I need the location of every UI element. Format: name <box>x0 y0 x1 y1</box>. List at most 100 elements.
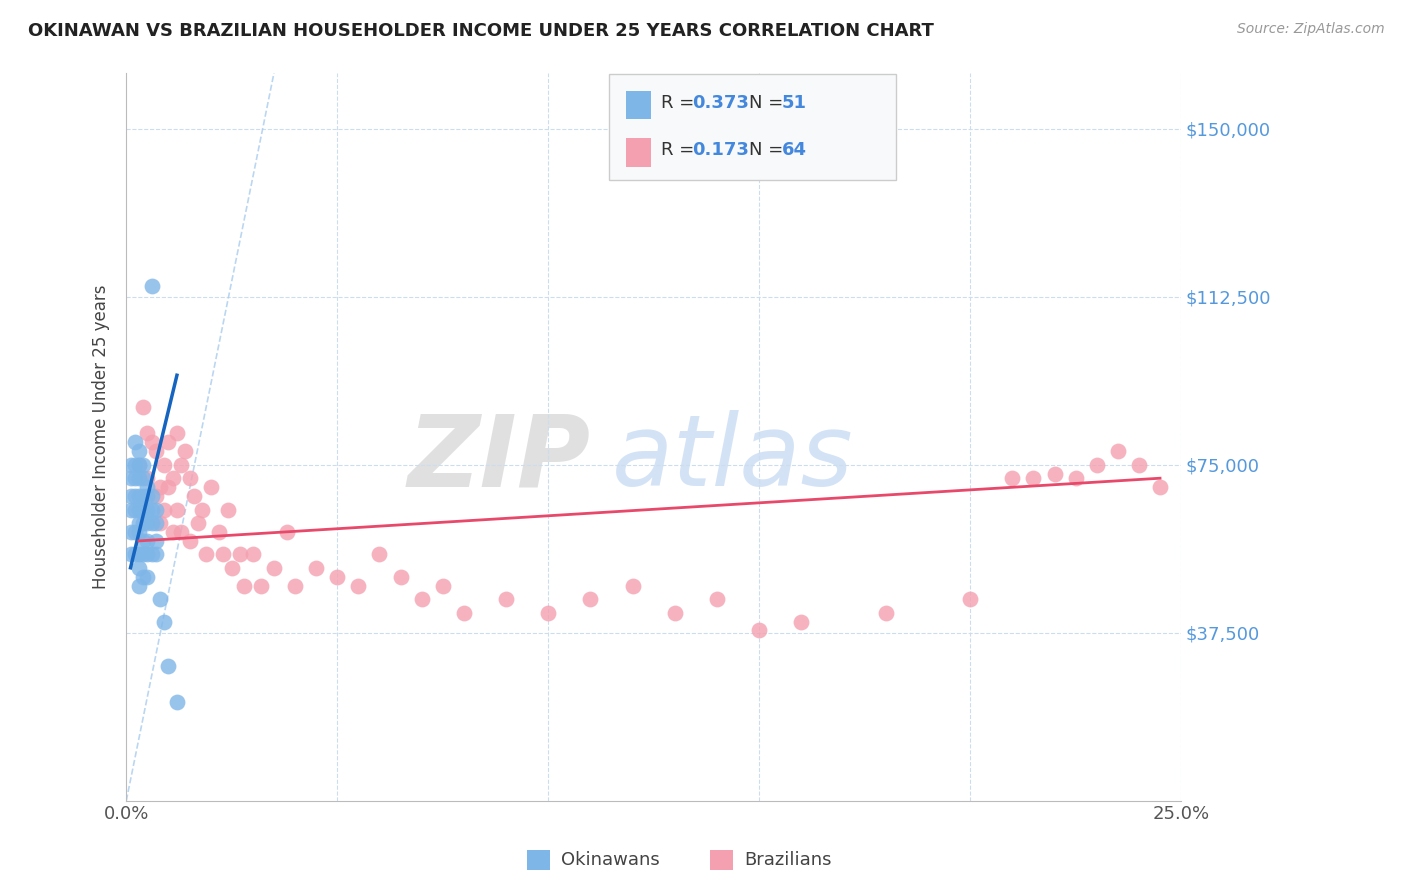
Point <box>145 516 167 530</box>
Point <box>157 480 180 494</box>
Point <box>128 471 150 485</box>
Point <box>145 444 167 458</box>
Point <box>124 435 146 450</box>
Point <box>166 502 188 516</box>
Point <box>149 592 172 607</box>
Point <box>120 489 142 503</box>
Point <box>124 524 146 539</box>
Point <box>1149 480 1171 494</box>
Point <box>347 579 370 593</box>
Point <box>959 592 981 607</box>
Point <box>157 659 180 673</box>
Point <box>136 502 159 516</box>
Point <box>145 489 167 503</box>
Point <box>132 471 155 485</box>
Text: 64: 64 <box>782 142 807 160</box>
Point <box>141 516 163 530</box>
Point <box>128 444 150 458</box>
Text: 51: 51 <box>782 95 807 112</box>
Point <box>1085 458 1108 472</box>
Text: atlas: atlas <box>612 410 853 508</box>
Point <box>191 502 214 516</box>
Text: OKINAWAN VS BRAZILIAN HOUSEHOLDER INCOME UNDER 25 YEARS CORRELATION CHART: OKINAWAN VS BRAZILIAN HOUSEHOLDER INCOME… <box>28 22 934 40</box>
Point <box>187 516 209 530</box>
Point <box>1022 471 1045 485</box>
Point <box>132 502 155 516</box>
Point <box>120 502 142 516</box>
Point <box>153 502 176 516</box>
Point <box>128 547 150 561</box>
Point <box>166 426 188 441</box>
Point <box>453 606 475 620</box>
Point <box>128 561 150 575</box>
Point <box>124 458 146 472</box>
Point <box>411 592 433 607</box>
Point <box>212 547 235 561</box>
Point <box>183 489 205 503</box>
Point <box>284 579 307 593</box>
Point <box>179 533 201 548</box>
Point <box>233 579 256 593</box>
Point <box>1064 471 1087 485</box>
Point <box>153 458 176 472</box>
Point <box>141 547 163 561</box>
Point <box>1001 471 1024 485</box>
Point <box>124 547 146 561</box>
Point <box>145 547 167 561</box>
Point <box>748 624 770 638</box>
Point <box>1043 467 1066 481</box>
Point <box>263 561 285 575</box>
Point <box>621 579 644 593</box>
Point <box>132 533 155 548</box>
Text: Brazilians: Brazilians <box>744 851 831 869</box>
Text: 0.373: 0.373 <box>692 95 748 112</box>
Point <box>128 458 150 472</box>
Y-axis label: Householder Income Under 25 years: Householder Income Under 25 years <box>93 285 110 589</box>
Point <box>128 524 150 539</box>
Point <box>179 471 201 485</box>
Point <box>128 502 150 516</box>
Point <box>141 502 163 516</box>
Point <box>208 524 231 539</box>
Point <box>128 489 150 503</box>
Point <box>170 524 193 539</box>
Point <box>664 606 686 620</box>
Point <box>120 547 142 561</box>
Text: N =: N = <box>749 95 789 112</box>
Point <box>250 579 273 593</box>
Text: ZIP: ZIP <box>408 410 591 508</box>
Point <box>495 592 517 607</box>
Point <box>136 426 159 441</box>
Point <box>120 458 142 472</box>
Point <box>132 400 155 414</box>
Point <box>136 480 159 494</box>
Point <box>145 533 167 548</box>
Point <box>432 579 454 593</box>
Point <box>276 524 298 539</box>
Point <box>368 547 391 561</box>
Point <box>200 480 222 494</box>
Text: 0.173: 0.173 <box>692 142 748 160</box>
Point <box>136 533 159 548</box>
Point <box>132 516 155 530</box>
Point <box>132 547 155 561</box>
Point <box>157 435 180 450</box>
Point <box>166 695 188 709</box>
Point <box>326 570 349 584</box>
Point <box>229 547 252 561</box>
Text: Okinawans: Okinawans <box>561 851 659 869</box>
Point <box>124 502 146 516</box>
Point <box>170 458 193 472</box>
Point <box>128 458 150 472</box>
Point <box>136 471 159 485</box>
Point <box>132 570 155 584</box>
Point <box>124 489 146 503</box>
Text: R =: R = <box>661 142 700 160</box>
Point <box>162 524 184 539</box>
Point <box>195 547 218 561</box>
Point <box>120 471 142 485</box>
Point <box>124 471 146 485</box>
Point <box>174 444 197 458</box>
Point <box>145 502 167 516</box>
Point <box>242 547 264 561</box>
